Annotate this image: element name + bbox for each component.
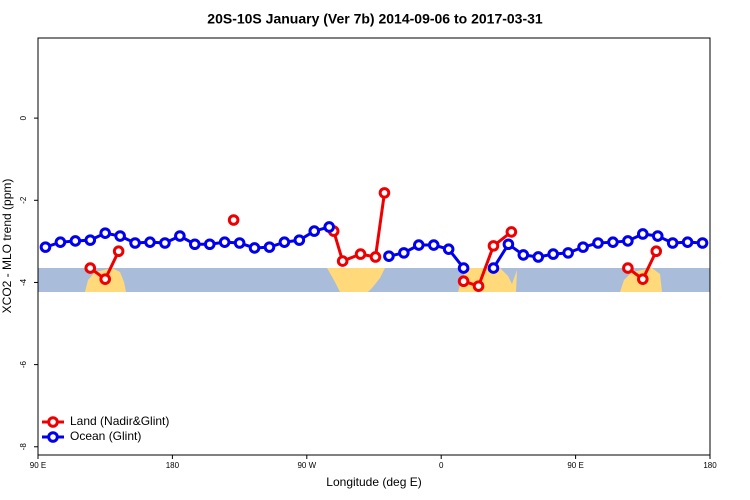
data-point xyxy=(84,234,97,246)
data-point xyxy=(159,237,171,249)
data-point xyxy=(487,262,500,274)
x-tick-label: 90 E xyxy=(30,461,46,470)
data-point xyxy=(336,255,349,267)
data-point xyxy=(505,226,518,238)
data-point xyxy=(517,249,530,261)
data-point xyxy=(383,250,395,262)
data-point xyxy=(696,237,709,249)
data-point xyxy=(174,230,186,242)
data-point xyxy=(99,227,111,239)
y-tick-label: -8 xyxy=(19,443,28,451)
x-tick-label: 0 xyxy=(439,461,444,470)
data-point xyxy=(189,238,201,251)
data-point xyxy=(378,187,391,199)
y-tick-label: -4 xyxy=(19,278,28,286)
y-axis-label: XCO2 - MLO trend (ppm) xyxy=(0,179,14,314)
plot-frame xyxy=(37,37,711,456)
data-point xyxy=(472,280,485,292)
legend: Land (Nadir&Glint)Ocean (Glint) xyxy=(42,414,169,443)
legend-marker xyxy=(47,431,59,443)
chart-title: 20S-10S January (Ver 7b) 2014-09-06 to 2… xyxy=(207,11,543,27)
data-point xyxy=(369,251,382,263)
data-point xyxy=(547,248,560,260)
data-point xyxy=(457,275,470,288)
data-point xyxy=(681,236,694,248)
x-axis-label: Longitude (deg E) xyxy=(326,475,421,489)
data-point xyxy=(203,238,216,251)
data-point xyxy=(427,239,440,251)
data-point xyxy=(650,245,663,258)
data-point xyxy=(562,247,574,259)
series-line xyxy=(463,230,513,289)
data-point xyxy=(622,262,634,274)
data-point xyxy=(144,236,156,248)
legend-label: Ocean (Glint) xyxy=(70,429,141,443)
data-point xyxy=(218,236,231,248)
data-point xyxy=(622,235,634,247)
data-point xyxy=(263,241,276,253)
data-point xyxy=(637,228,649,240)
x-tick-label: 180 xyxy=(166,461,180,470)
data-point xyxy=(278,236,291,248)
x-tick-label: 90 E xyxy=(567,461,583,470)
data-point xyxy=(577,241,589,253)
data-point xyxy=(54,236,67,248)
data-point xyxy=(114,230,126,242)
land-patch xyxy=(327,268,385,292)
data-point xyxy=(666,237,679,249)
data-point xyxy=(502,238,515,251)
data-point xyxy=(39,241,52,253)
data-point xyxy=(607,236,619,248)
data-point xyxy=(457,262,470,274)
data-point xyxy=(84,262,97,274)
data-point xyxy=(413,239,425,251)
x-tick-label: 180 xyxy=(703,461,717,470)
data-point xyxy=(354,248,367,260)
data-point xyxy=(233,237,246,249)
map-band xyxy=(38,268,710,292)
data-point xyxy=(129,237,141,249)
data-point xyxy=(637,273,649,285)
y-tick-label: -2 xyxy=(19,196,28,204)
data-point xyxy=(99,273,111,285)
data-point xyxy=(248,242,261,254)
y-tick-label: 0 xyxy=(19,115,28,120)
data-point xyxy=(532,251,545,263)
data-point xyxy=(487,240,500,252)
data-point xyxy=(592,237,604,249)
data-point xyxy=(293,234,306,246)
x-tick-label: 90 W xyxy=(297,461,316,470)
data-point xyxy=(398,247,410,259)
legend-label: Land (Nadir&Glint) xyxy=(70,414,169,428)
data-point xyxy=(323,221,336,233)
y-tick-label: -6 xyxy=(19,361,28,369)
data-point xyxy=(69,235,82,247)
data-point xyxy=(308,225,321,237)
data-point xyxy=(651,230,664,242)
legend-marker xyxy=(47,416,59,428)
data-point xyxy=(227,214,240,226)
data-point xyxy=(442,243,455,255)
data-point xyxy=(112,245,125,258)
